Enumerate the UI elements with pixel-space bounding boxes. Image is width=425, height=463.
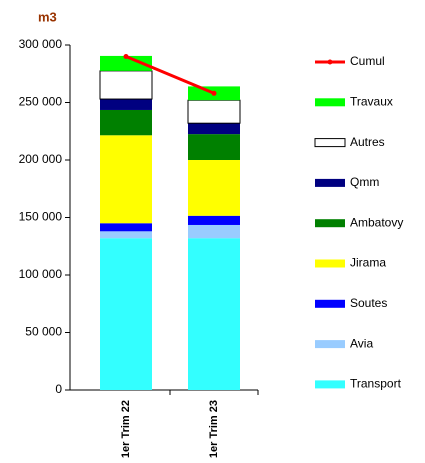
y-tick-label: 0 [55,382,62,396]
line-series [125,55,215,95]
bar-segment [100,135,152,224]
legend-label: Transport [350,377,402,391]
bar-segment [100,55,152,71]
legend-swatch [315,340,345,349]
bar-segment [187,99,241,124]
bar-segment [188,238,240,390]
y-tick-label: 150 000 [19,210,63,224]
legend-label: Qmm [350,175,379,189]
legend-swatch [315,259,345,268]
y-tick-label: 100 000 [19,267,63,281]
bar-segment [100,231,152,239]
bar-segment [188,215,240,225]
y-tick-label: 50 000 [25,325,62,339]
x-tick-label: 1er Trim 22 [120,400,132,458]
y-axis-label: m3 [38,9,57,24]
bar-segment [100,238,152,390]
legend-swatch [315,178,345,187]
line-marker [211,90,217,96]
x-tick-label: 1er Trim 23 [208,400,220,458]
line-marker [123,54,129,59]
legend-label: Avia [350,336,373,350]
legend-swatch [314,138,346,148]
legend-label: Travaux [350,94,393,108]
legend-swatch [315,219,345,228]
bar-segment [100,99,152,110]
legend-label: Autres [350,135,385,149]
legend-swatch [315,380,345,389]
y-tick-label: 200 000 [19,152,63,166]
legend-swatch [315,299,345,308]
bar-segment [188,123,240,135]
bar-segment [188,224,240,239]
y-tick-label: 300 000 [19,37,63,51]
bar-segment [100,109,152,136]
legend-label: Soutes [350,296,387,310]
legend-marker [327,59,333,65]
legend-label: Jirama [350,256,386,270]
legend-swatch [315,98,345,107]
legend-label: Cumul [350,54,385,68]
bar-segment [188,134,240,160]
bar-segment [99,70,153,100]
y-tick-label: 250 000 [19,95,63,109]
bar-segment [188,160,240,216]
legend-label: Ambatovy [350,215,403,229]
bar-segment [100,223,152,232]
